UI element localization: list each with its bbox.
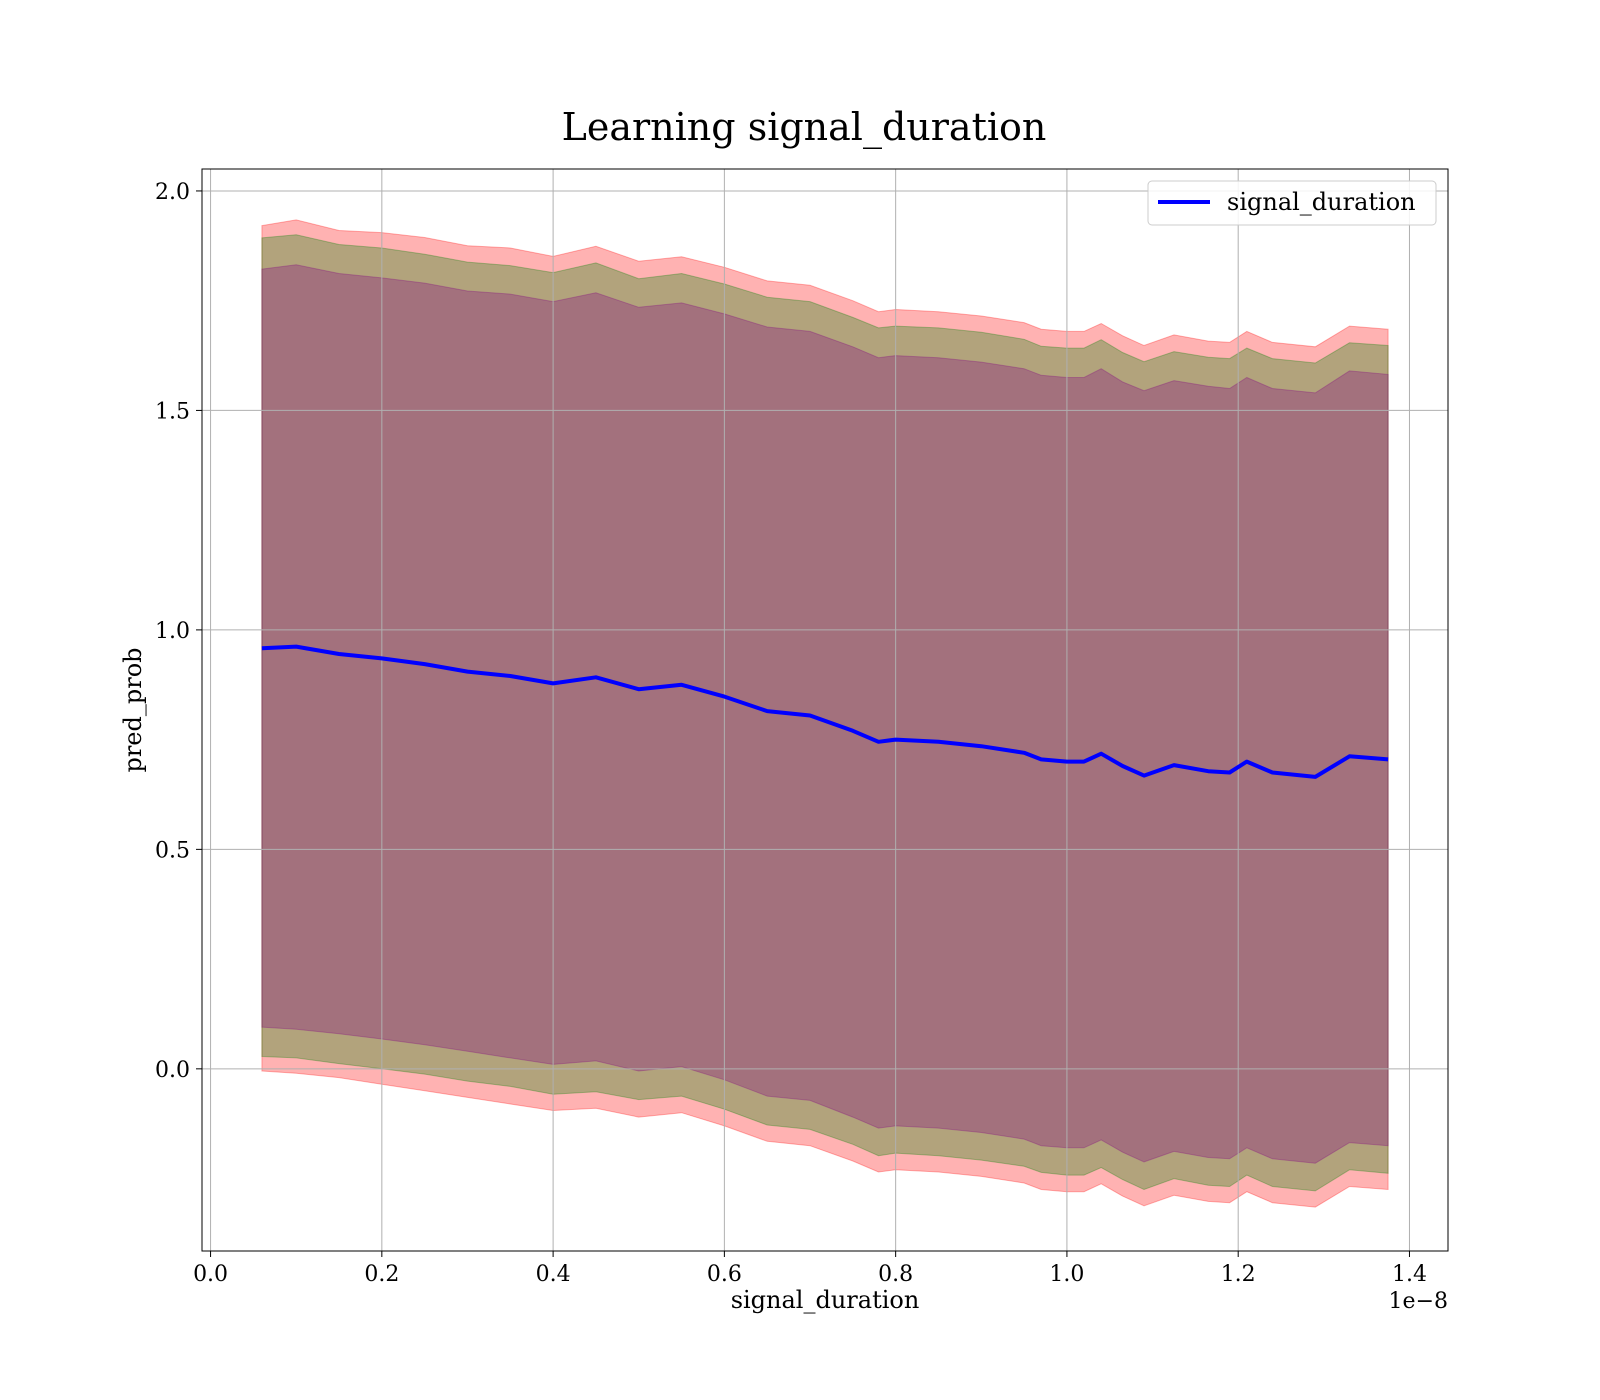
x-tick-label: 0.0 [193,1262,228,1287]
grid [202,169,1448,1251]
y-axis-ticks: 0.0 0.5 1.0 1.5 2.0 [155,180,202,1083]
x-tick-label: 1.0 [1049,1262,1084,1287]
x-tick-label: 0.4 [536,1262,571,1287]
confidence-band-1 [261,234,1389,1192]
x-axis-offset-label: 1e−8 [1389,1289,1448,1314]
plot-frame [201,168,1449,1252]
confidence-bands [261,219,1389,1208]
y-tick-label: 1.0 [155,619,190,644]
y-tick-label: 0.0 [155,1058,190,1083]
y-tick-label: 1.5 [155,399,190,424]
series-lines [261,644,1389,779]
y-axis-label: pred_prob [119,647,147,772]
confidence-band-2 [261,264,1389,1164]
legend: signal_duration [1147,180,1437,226]
x-tick-label: 1.4 [1392,1262,1427,1287]
confidence-band-0 [261,219,1389,1208]
x-tick-label: 0.8 [878,1262,913,1287]
x-axis-label: signal_duration [731,1286,920,1314]
legend-label: signal_duration [1227,188,1416,216]
legend-box [1147,180,1437,226]
x-tick-label: 1.2 [1221,1262,1256,1287]
x-axis-ticks: 0.0 0.2 0.4 0.6 0.8 1.0 1.2 1.4 [193,1251,1427,1287]
series-line [261,644,1389,779]
x-tick-label: 0.2 [364,1262,399,1287]
x-tick-label: 0.6 [707,1262,742,1287]
y-tick-label: 2.0 [155,180,190,205]
y-tick-label: 0.5 [155,838,190,863]
chart-title: Learning signal_duration [562,105,1047,150]
